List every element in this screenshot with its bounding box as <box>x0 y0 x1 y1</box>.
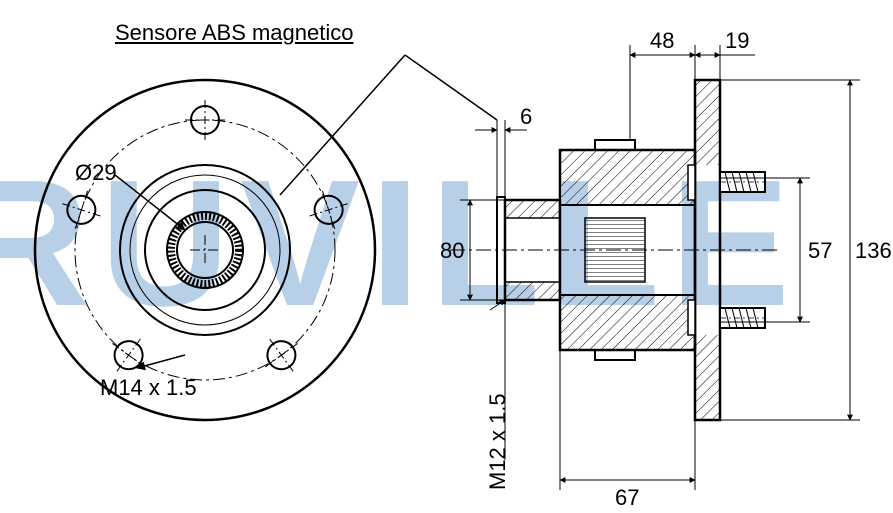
dim-80: 80 <box>440 238 464 264</box>
dim-136: 136 <box>855 238 892 264</box>
title-label: Sensore ABS magnetico <box>115 20 353 46</box>
stud-thread-label: M12 x 1.5 <box>485 393 511 490</box>
dim-19: 19 <box>725 28 749 54</box>
side-view <box>405 45 860 490</box>
bolt-thread-label: M14 x 1.5 <box>100 375 197 401</box>
dim-57: 57 <box>808 238 832 264</box>
dim-6: 6 <box>520 104 532 130</box>
dim-48: 48 <box>650 28 674 54</box>
bore-dia-label: Ø29 <box>75 160 117 186</box>
front-view <box>35 55 405 420</box>
dim-67: 67 <box>615 485 639 511</box>
